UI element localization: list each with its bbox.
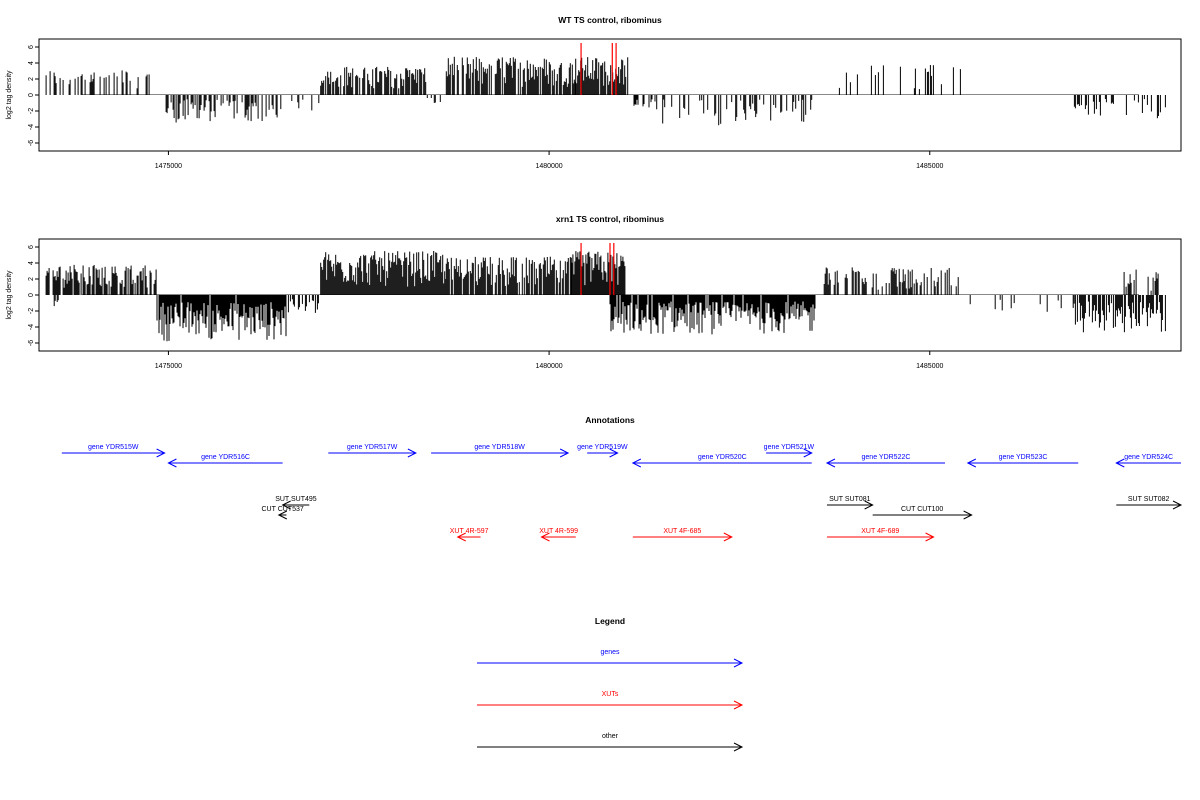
annotation-label: XUT 4F-685 [663, 528, 701, 535]
annotation-arrow [1115, 458, 1181, 468]
p2-xtick-label: 1475000 [155, 363, 182, 370]
p2-xtick-label: 1485000 [916, 363, 943, 370]
annotation-arrow [826, 500, 874, 510]
annotation-label: gene YDR517W [347, 444, 398, 451]
annotation-arrow [826, 532, 935, 542]
legend-label: other [602, 733, 619, 740]
p1-xtick-label: 1475000 [155, 163, 182, 170]
annotation-label: gene YDR523C [999, 454, 1048, 461]
annotation-label: SUT SUT081 [829, 496, 871, 503]
panel2-x-axis: 1475000 1480000 1485000 [155, 351, 943, 370]
legend-label: genes [600, 649, 620, 656]
panel2-title: xrn1 TS control, ribominus [556, 214, 664, 224]
legend-items: genes XUTs other [477, 649, 744, 752]
panel1-highlights [580, 43, 617, 95]
legend-arrow [477, 658, 744, 668]
p1-xtick-label: 1485000 [916, 163, 943, 170]
p2-ytick-label: -4 [28, 324, 35, 330]
legend-label: XUTs [602, 691, 619, 698]
p2-xtick-label: 1480000 [535, 363, 562, 370]
panel1-ylabel: log2 tag density [6, 70, 13, 120]
panel2-y-axis: 6 4 2 0 -2 -4 -6 [28, 245, 39, 346]
annotation-label: gene YDR515W [88, 444, 139, 451]
annotation-arrow [1116, 500, 1183, 510]
annotation-arrow [540, 532, 576, 542]
annotation-arrow [456, 532, 481, 542]
annotation-features: gene YDR515W gene YDR516C gene YDR517W gene… [61, 444, 1183, 542]
annotation-arrow [328, 448, 417, 458]
panel1-x-axis: 1475000 1480000 1485000 [155, 151, 943, 170]
panel2-highlights [580, 243, 615, 295]
annotation-label: gene YDR516C [201, 454, 250, 461]
annotation-label: CUT CUT100 [901, 506, 943, 513]
wt-density-panel: WT TS control, ribominus log2 tag densit… [6, 15, 1182, 170]
p1-ytick-label: 4 [28, 61, 35, 65]
annotation-arrow [277, 510, 288, 520]
annotation-label: XUT 4R-597 [450, 528, 489, 535]
annotation-arrow [825, 458, 945, 468]
p1-ytick-label: -2 [28, 108, 35, 114]
p1-ytick-label: -4 [28, 124, 35, 130]
annotation-label: gene YDR518W [474, 444, 525, 451]
p2-ytick-label: 4 [28, 261, 35, 265]
annotation-arrow [631, 458, 812, 468]
p1-ytick-label: 0 [28, 93, 35, 97]
annotation-arrow [966, 458, 1079, 468]
annotation-arrow [61, 448, 166, 458]
annotation-label: gene YDR522C [862, 454, 911, 461]
annotation-label: XUT 4R-599 [539, 528, 578, 535]
p1-xtick-label: 1480000 [535, 163, 562, 170]
annotation-arrow [281, 500, 310, 510]
annotation-label: SUT SUT495 [275, 496, 317, 503]
annotation-label: CUT CUT537 [261, 506, 303, 513]
panel1-title: WT TS control, ribominus [558, 15, 662, 25]
legend-arrow [477, 700, 744, 710]
p2-ytick-label: 6 [28, 245, 35, 249]
annotation-arrow [632, 532, 733, 542]
annotation-label: SUT SUT082 [1128, 496, 1170, 503]
annotation-label: gene YDR520C [698, 454, 747, 461]
annotations-title: Annotations [585, 415, 635, 425]
panel1-y-axis: 6 4 2 0 -2 -4 -6 [28, 45, 39, 146]
annotation-label: gene YDR521W [764, 444, 815, 451]
panel2-ylabel: log2 tag density [6, 270, 13, 320]
p1-ytick-label: 6 [28, 45, 35, 49]
p2-ytick-label: -2 [28, 308, 35, 314]
annotation-label: XUT 4F-689 [861, 528, 899, 535]
legend-title: Legend [595, 616, 625, 626]
panel1-bars [45, 56, 1166, 126]
annotation-arrow [431, 448, 570, 458]
annotation-label: gene YDR519W [577, 444, 628, 451]
p1-ytick-label: 2 [28, 77, 35, 81]
annotation-label: gene YDR524C [1124, 454, 1173, 461]
legend-arrow [477, 742, 744, 752]
annotation-arrow [872, 510, 973, 520]
xrn1-density-panel: xrn1 TS control, ribominus log2 tag dens… [6, 214, 1182, 370]
annotation-arrow [167, 458, 283, 468]
p2-ytick-label: 0 [28, 293, 35, 297]
legend: Legend genes XUTs other [477, 616, 744, 752]
p2-ytick-label: 2 [28, 277, 35, 281]
annotation-arrow [587, 448, 619, 458]
p2-ytick-label: -6 [28, 340, 35, 346]
p1-ytick-label: -6 [28, 140, 35, 146]
panel2-bars [45, 251, 1166, 342]
annotation-arrow [766, 448, 813, 458]
